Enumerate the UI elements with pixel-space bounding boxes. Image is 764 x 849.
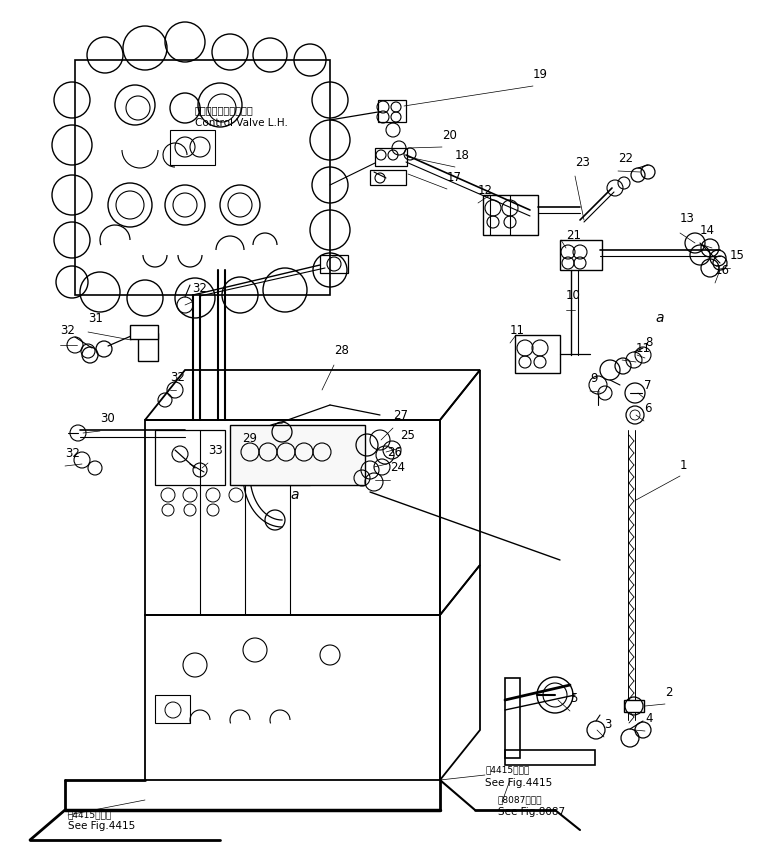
Text: 32: 32 [60,323,75,336]
Text: 26: 26 [387,446,402,458]
Bar [560,240,602,270]
Text: 18: 18 [455,149,470,161]
Bar [378,100,406,122]
Bar [145,615,440,780]
Bar [155,695,190,723]
Text: 3: 3 [604,718,611,732]
Bar [240,430,310,485]
Text: 32: 32 [192,282,207,295]
Text: 17: 17 [447,171,462,183]
Text: 7: 7 [644,379,652,391]
Text: 4: 4 [645,711,652,724]
Text: 1: 1 [680,458,688,471]
Text: 20: 20 [442,128,457,142]
Bar [375,148,407,166]
Text: 15: 15 [730,249,745,261]
Bar [138,333,158,361]
Text: 16: 16 [715,263,730,277]
Text: 21: 21 [566,228,581,241]
Text: 10: 10 [566,289,581,301]
Text: See Fig.8087: See Fig.8087 [498,807,565,817]
Text: 33: 33 [208,443,223,457]
Bar [320,255,348,273]
Bar [515,335,560,373]
Bar [145,420,440,615]
Text: 8: 8 [645,335,652,348]
Text: 22: 22 [618,151,633,165]
Text: 23: 23 [575,155,590,168]
Text: 27: 27 [393,408,408,421]
Text: 第4415図参照: 第4415図参照 [485,766,529,774]
Text: a: a [290,488,299,502]
Text: 6: 6 [644,402,652,414]
Bar [370,170,406,185]
Text: 29: 29 [242,431,257,445]
Text: 2: 2 [665,685,672,699]
Text: 14: 14 [700,223,715,237]
Text: 31: 31 [88,312,103,324]
Bar [75,60,330,295]
Bar [505,750,595,765]
Text: See Fig.4415: See Fig.4415 [485,778,552,788]
Bar [155,430,225,485]
Text: 第4415図参照: 第4415図参照 [68,811,112,819]
Bar [505,678,520,758]
Text: 11: 11 [510,323,525,336]
Text: Control Valve L.H.: Control Valve L.H. [195,118,288,128]
Bar [170,130,215,165]
Text: 32: 32 [170,370,185,384]
Text: 28: 28 [334,344,349,357]
Text: 12: 12 [478,183,493,196]
Text: 32: 32 [65,447,80,459]
Text: 24: 24 [390,460,405,474]
Text: 19: 19 [533,68,548,81]
Bar [230,425,365,485]
Text: 25: 25 [400,429,415,441]
Text: 13: 13 [680,211,695,224]
Text: 5: 5 [570,691,578,705]
Text: 9: 9 [590,372,597,385]
Text: a: a [655,311,663,325]
Text: 11: 11 [636,341,651,355]
Text: 30: 30 [100,412,115,424]
Bar [483,195,538,235]
Text: 第8087図参照: 第8087図参照 [498,796,542,805]
Text: See Fig.4415: See Fig.4415 [68,821,135,831]
Bar [624,700,644,712]
Text: コントロールバルブ左: コントロールバルブ左 [195,105,254,115]
Bar [130,325,158,339]
